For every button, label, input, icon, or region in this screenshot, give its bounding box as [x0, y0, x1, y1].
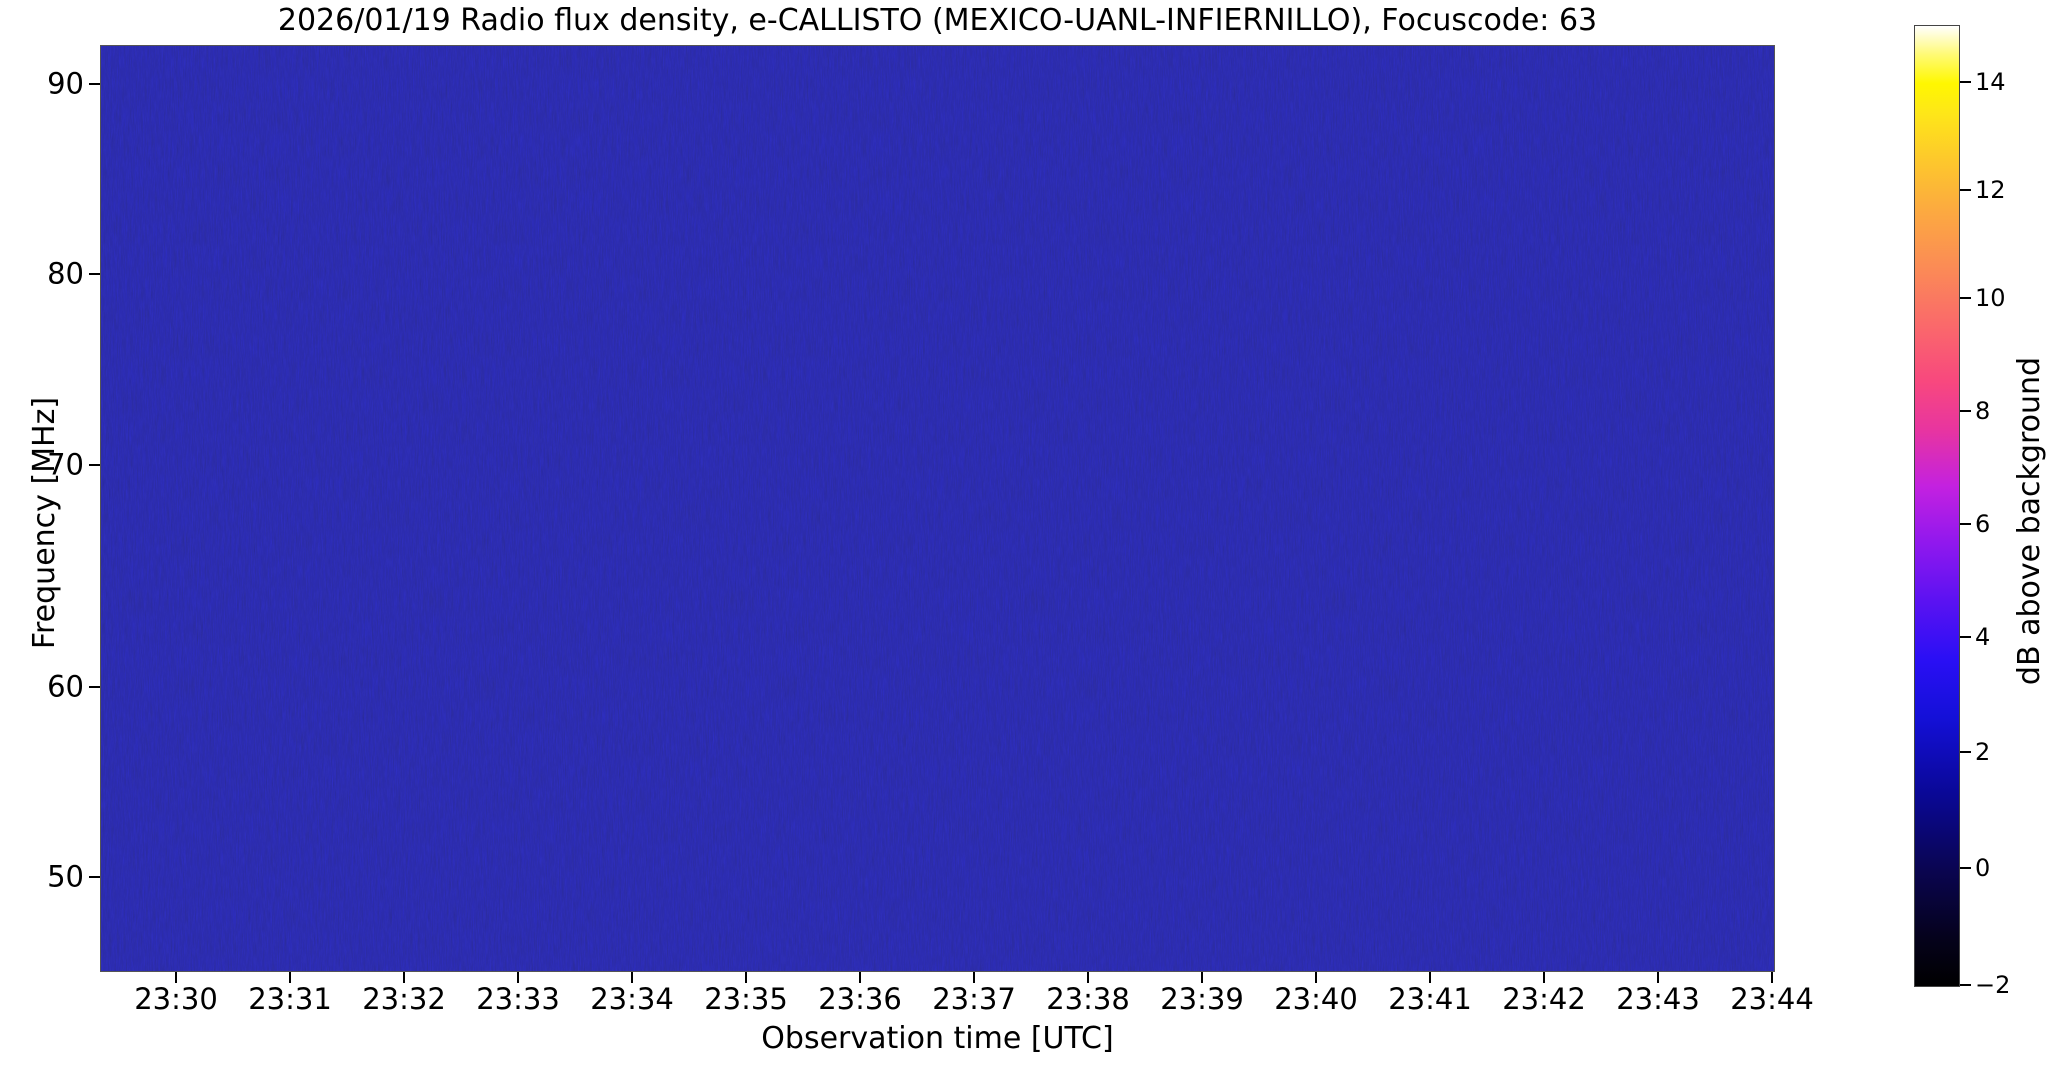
- cbtick-mark-6: [1960, 523, 1971, 525]
- page-title: 2026/01/19 Radio flux density, e-CALLIST…: [277, 3, 1598, 38]
- cbtick-label-4: 4: [1975, 623, 1991, 651]
- xtick-mark-2342: [1543, 972, 1545, 983]
- xtick-mark-2336: [859, 972, 861, 983]
- cbtick-label-14: 14: [1975, 68, 2006, 96]
- spectrogram-plot-area: [100, 45, 1775, 972]
- colorbar-label: dB above background: [2012, 356, 2047, 686]
- cbtick-label-0: 0: [1975, 854, 1991, 882]
- xtick-label-2338: 23:38: [1046, 982, 1130, 1016]
- cbtick-label-10: 10: [1975, 284, 2006, 312]
- xtick-mark-2337: [973, 972, 975, 983]
- xtick-mark-2332: [403, 972, 405, 983]
- xtick-label-2334: 23:34: [590, 982, 674, 1016]
- cbtick-mark-14: [1960, 81, 1971, 83]
- xtick-mark-2334: [631, 972, 633, 983]
- ytick-label-70: 70: [47, 447, 84, 482]
- ytick-label-90: 90: [47, 66, 84, 101]
- xtick-label-2330: 23:30: [134, 982, 218, 1016]
- ytick-mark-70: [89, 464, 100, 466]
- xtick-mark-2331: [289, 972, 291, 983]
- ytick-label-50: 50: [47, 859, 84, 894]
- xtick-mark-2338: [1087, 972, 1089, 983]
- ytick-mark-90: [89, 83, 100, 85]
- colorbar-gradient: [1915, 26, 1959, 986]
- xtick-label-2337: 23:37: [932, 982, 1016, 1016]
- xtick-label-2341: 23:41: [1388, 982, 1472, 1016]
- cbtick-label-6: 6: [1975, 510, 1991, 538]
- cbtick-mark-10: [1960, 297, 1971, 299]
- y-axis-label: Frequency [MHz]: [27, 396, 62, 650]
- cbtick-mark-0: [1960, 867, 1971, 869]
- cbtick-mark-minus2: [1960, 984, 1971, 986]
- x-axis-label: Observation time [UTC]: [761, 1021, 1114, 1056]
- cbtick-mark-2: [1960, 751, 1971, 753]
- xtick-mark-2340: [1315, 972, 1317, 983]
- xtick-mark-2333: [517, 972, 519, 983]
- xtick-label-2333: 23:33: [476, 982, 560, 1016]
- cbtick-mark-4: [1960, 636, 1971, 638]
- spectrogram-image: [101, 46, 1774, 971]
- colorbar: [1914, 25, 1960, 987]
- xtick-mark-2339: [1201, 972, 1203, 983]
- xtick-label-2336: 23:36: [818, 982, 902, 1016]
- xtick-label-2339: 23:39: [1160, 982, 1244, 1016]
- cbtick-label-8: 8: [1975, 397, 1991, 425]
- xtick-label-2344: 23:44: [1730, 982, 1814, 1016]
- xtick-label-2335: 23:35: [704, 982, 788, 1016]
- xtick-mark-2343: [1657, 972, 1659, 983]
- y-axis-ticks: 90 80 70 60 50: [0, 0, 84, 1067]
- xtick-mark-2335: [745, 972, 747, 983]
- xtick-label-2343: 23:43: [1616, 982, 1700, 1016]
- cbtick-label-12: 12: [1975, 176, 2006, 204]
- ytick-mark-50: [89, 876, 100, 878]
- xtick-mark-2344: [1771, 972, 1773, 983]
- cbtick-mark-12: [1960, 189, 1971, 191]
- ytick-label-80: 80: [47, 256, 84, 291]
- xtick-mark-2330: [175, 972, 177, 983]
- cbtick-label-minus2: −2: [1975, 971, 2011, 999]
- xtick-label-2340: 23:40: [1274, 982, 1358, 1016]
- ytick-mark-60: [89, 686, 100, 688]
- xtick-mark-2341: [1429, 972, 1431, 983]
- xtick-label-2331: 23:31: [248, 982, 332, 1016]
- ytick-label-60: 60: [47, 669, 84, 704]
- cbtick-mark-8: [1960, 410, 1971, 412]
- ytick-mark-80: [89, 273, 100, 275]
- xtick-label-2332: 23:32: [362, 982, 446, 1016]
- xtick-label-2342: 23:42: [1502, 982, 1586, 1016]
- cbtick-label-2: 2: [1975, 738, 1991, 766]
